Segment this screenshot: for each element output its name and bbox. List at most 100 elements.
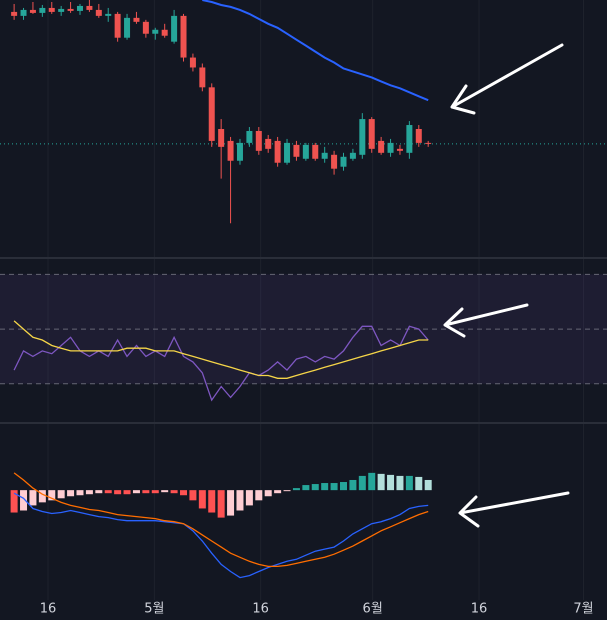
candle-body xyxy=(302,144,309,159)
candle-body xyxy=(415,129,422,143)
histogram-bar xyxy=(339,482,347,491)
candle-body xyxy=(133,17,140,22)
histogram-bar xyxy=(330,483,338,491)
ma-line xyxy=(202,0,429,102)
histogram-bar xyxy=(396,475,404,491)
histogram-bar xyxy=(236,490,244,511)
candle-body xyxy=(29,9,36,13)
candle-body xyxy=(95,9,102,16)
histogram-bar xyxy=(321,483,329,491)
histogram-bar xyxy=(227,490,235,516)
histogram-bar xyxy=(180,490,188,496)
x-tick-label: 16 xyxy=(471,602,488,617)
candle-body xyxy=(368,119,375,149)
candle-body xyxy=(378,140,385,153)
candle-body xyxy=(246,130,253,143)
histogram-bar xyxy=(198,490,206,509)
histogram-bar xyxy=(85,490,93,495)
grid xyxy=(47,0,584,600)
histogram-bar xyxy=(189,490,197,501)
annotation-arrows xyxy=(443,43,570,528)
histogram-bar xyxy=(57,490,65,499)
candle-body xyxy=(189,57,196,68)
histogram-bar xyxy=(387,474,395,491)
histogram-bar xyxy=(208,490,216,513)
histogram-bar xyxy=(170,490,178,494)
histogram-bar xyxy=(48,490,56,501)
candle-body xyxy=(76,5,83,11)
rsi-line xyxy=(13,325,429,402)
histogram-bar xyxy=(132,490,140,494)
candle-body xyxy=(152,29,159,34)
candle-body xyxy=(359,119,366,155)
candle-body xyxy=(124,17,131,38)
candle-body xyxy=(274,140,281,163)
candle-body xyxy=(406,125,413,153)
x-tick-label: 16 xyxy=(40,602,57,617)
candle-body xyxy=(20,9,27,16)
histogram-bar xyxy=(349,479,357,491)
histogram-bar xyxy=(161,490,169,493)
histogram-bar xyxy=(415,476,423,491)
candle-body xyxy=(86,5,93,10)
candle-body xyxy=(331,154,338,169)
histogram-bar xyxy=(38,490,46,503)
x-tick-label: 16 xyxy=(252,602,269,617)
candle-body xyxy=(58,8,65,12)
arrow xyxy=(458,491,570,528)
histogram-bar xyxy=(274,490,282,494)
histogram-bar xyxy=(104,490,112,494)
candle-body xyxy=(48,7,55,12)
histogram-bar xyxy=(424,479,432,491)
histogram-bar xyxy=(217,490,225,518)
histogram-bar xyxy=(76,490,84,496)
histogram-bar xyxy=(95,490,103,494)
histogram-bar xyxy=(292,488,300,491)
candle-body xyxy=(293,144,300,157)
candle-body xyxy=(67,8,74,11)
candle-body xyxy=(312,144,319,159)
candle-body xyxy=(236,142,243,161)
histogram-bar xyxy=(405,475,413,491)
x-tick-label: 6월 xyxy=(363,602,383,617)
x-tick-label: 7월 xyxy=(573,602,593,617)
histogram-bar xyxy=(67,490,75,497)
candle-body xyxy=(340,156,347,167)
histogram-bar xyxy=(114,490,122,495)
arrow xyxy=(450,43,564,115)
candle-body xyxy=(105,13,112,16)
macd-line xyxy=(13,492,429,579)
histogram-bar xyxy=(10,490,18,513)
candle-body xyxy=(208,87,215,141)
candle-body xyxy=(255,130,262,151)
histogram-bar xyxy=(358,475,366,491)
histogram-bar xyxy=(20,490,28,511)
candle-body xyxy=(39,7,46,13)
histogram-bar xyxy=(377,473,385,491)
candle-body xyxy=(387,142,394,153)
histogram-bar xyxy=(29,490,37,506)
candle-body xyxy=(142,21,149,34)
candle-body xyxy=(227,140,234,161)
histogram-bar xyxy=(151,490,159,494)
candle-body xyxy=(425,142,432,144)
candle-body xyxy=(171,15,178,42)
histogram-bar xyxy=(302,485,310,491)
candle-body xyxy=(199,67,206,88)
candle-body xyxy=(114,13,121,38)
rsi-line xyxy=(13,320,429,379)
arrow xyxy=(443,303,529,338)
candle-body xyxy=(396,148,403,151)
candle-body xyxy=(284,142,291,163)
histogram-bar xyxy=(245,490,253,506)
candle-body xyxy=(321,152,328,159)
macd-line xyxy=(13,472,429,568)
histogram-bar xyxy=(368,472,376,491)
histogram-bar xyxy=(255,490,263,501)
histogram-bar xyxy=(264,490,272,497)
x-tick-label: 5월 xyxy=(144,602,164,617)
candle-body xyxy=(218,129,225,147)
